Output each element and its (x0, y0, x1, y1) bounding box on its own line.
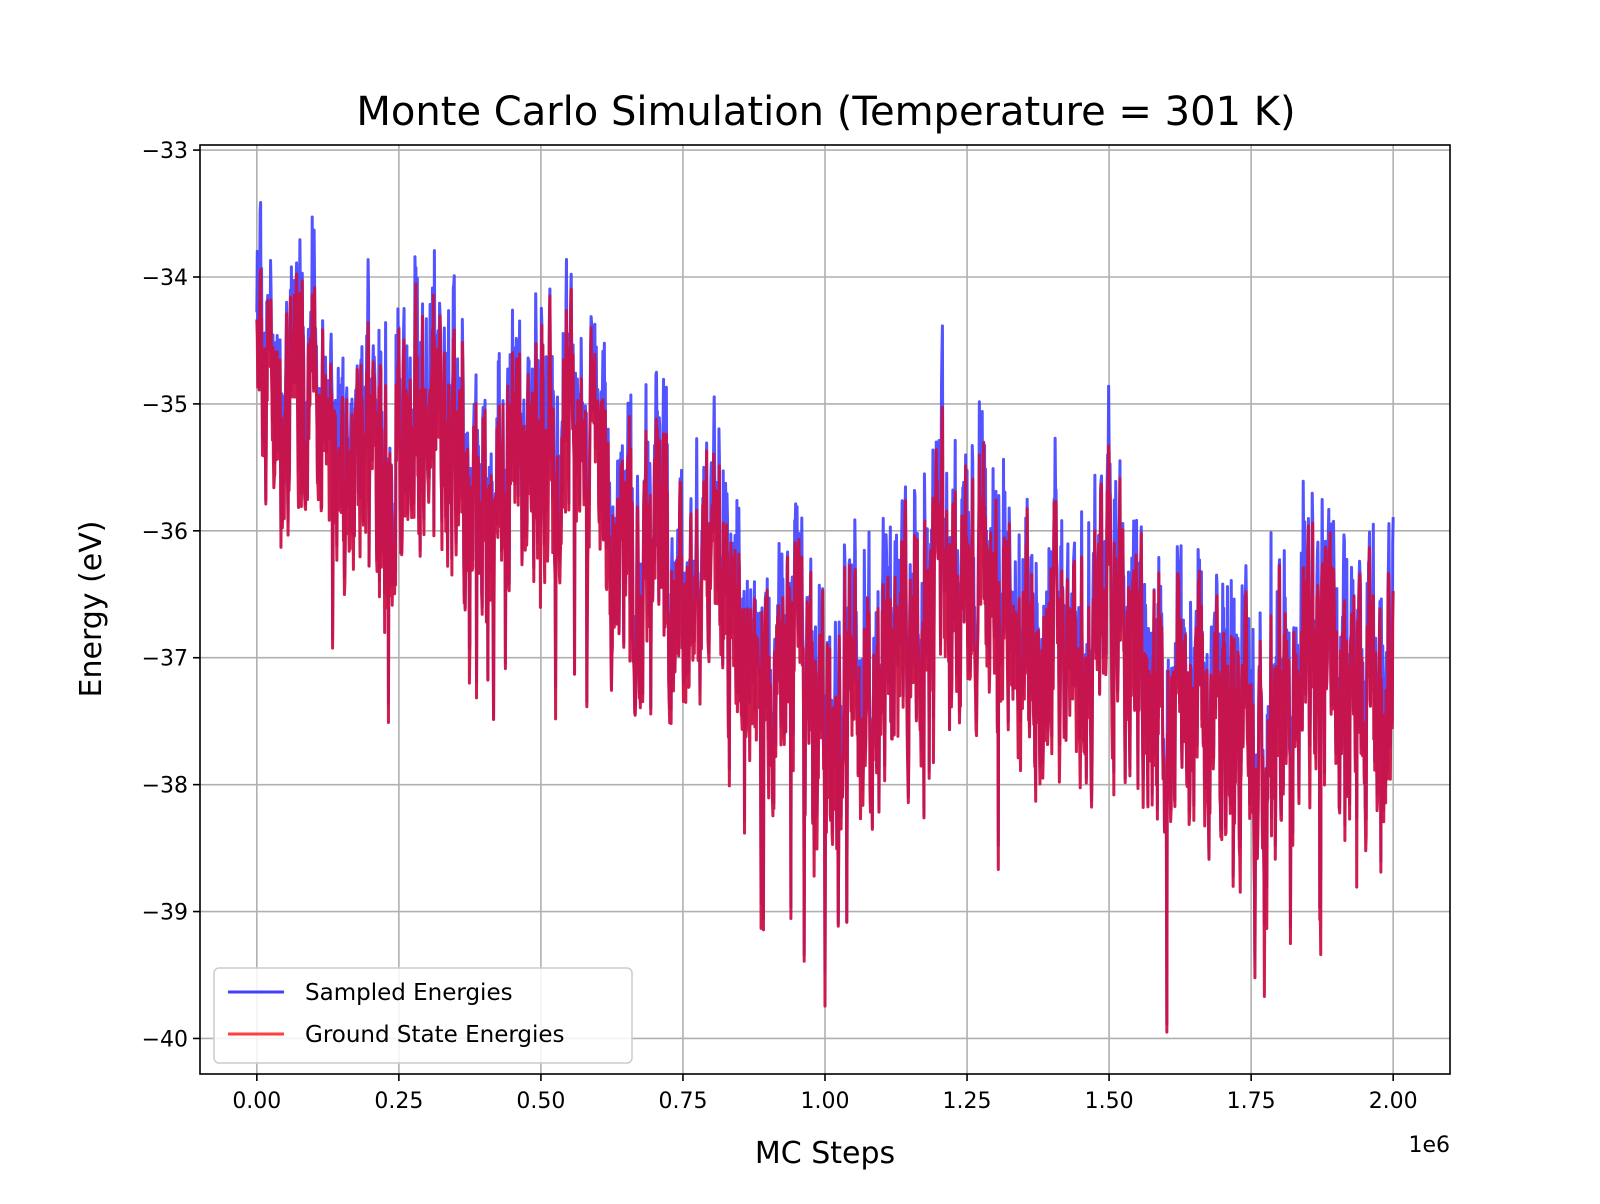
y-tick-label: −34 (142, 266, 188, 291)
x-tick-label: 1.25 (943, 1089, 992, 1114)
x-tick-label: 0.25 (374, 1089, 423, 1114)
series-layer (255, 200, 1395, 1034)
y-tick-label: −33 (142, 139, 188, 164)
legend: Sampled Energies Ground State Energies (213, 967, 633, 1064)
y-tick-label: −39 (142, 901, 188, 926)
y-axis-label: Energy (eV) (74, 521, 109, 698)
x-tick-label: 2.00 (1369, 1089, 1418, 1114)
x-offset-label: 1e6 (1408, 1133, 1450, 1158)
legend-label-sampled: Sampled Energies (305, 980, 513, 1006)
tick-layer: 0.00 0.25 0.50 0.75 1.00 1.25 1.50 1.75 2.00 −33 −… (142, 139, 1418, 1114)
legend-box (213, 967, 633, 1064)
chart-title: Monte Carlo Simulation (Temperature = 30… (356, 89, 1295, 135)
x-tick-label: 1.50 (1085, 1089, 1134, 1114)
y-tick-label: −35 (142, 393, 188, 418)
x-tick-label: 0.00 (232, 1089, 281, 1114)
x-tick-label: 1.75 (1227, 1089, 1276, 1114)
x-axis-label: MC Steps (755, 1136, 895, 1171)
x-tick-label: 1.00 (801, 1089, 850, 1114)
y-tick-label: −36 (142, 520, 188, 545)
y-tick-label: −37 (142, 647, 188, 672)
y-tick-label: −38 (142, 774, 188, 799)
legend-label-ground-state: Ground State Energies (305, 1022, 565, 1048)
x-tick-label: 0.50 (516, 1089, 565, 1114)
y-tick-label: −40 (142, 1027, 188, 1052)
x-tick-label: 0.75 (658, 1089, 707, 1114)
series-line-ground-state-energies (255, 267, 1395, 1034)
